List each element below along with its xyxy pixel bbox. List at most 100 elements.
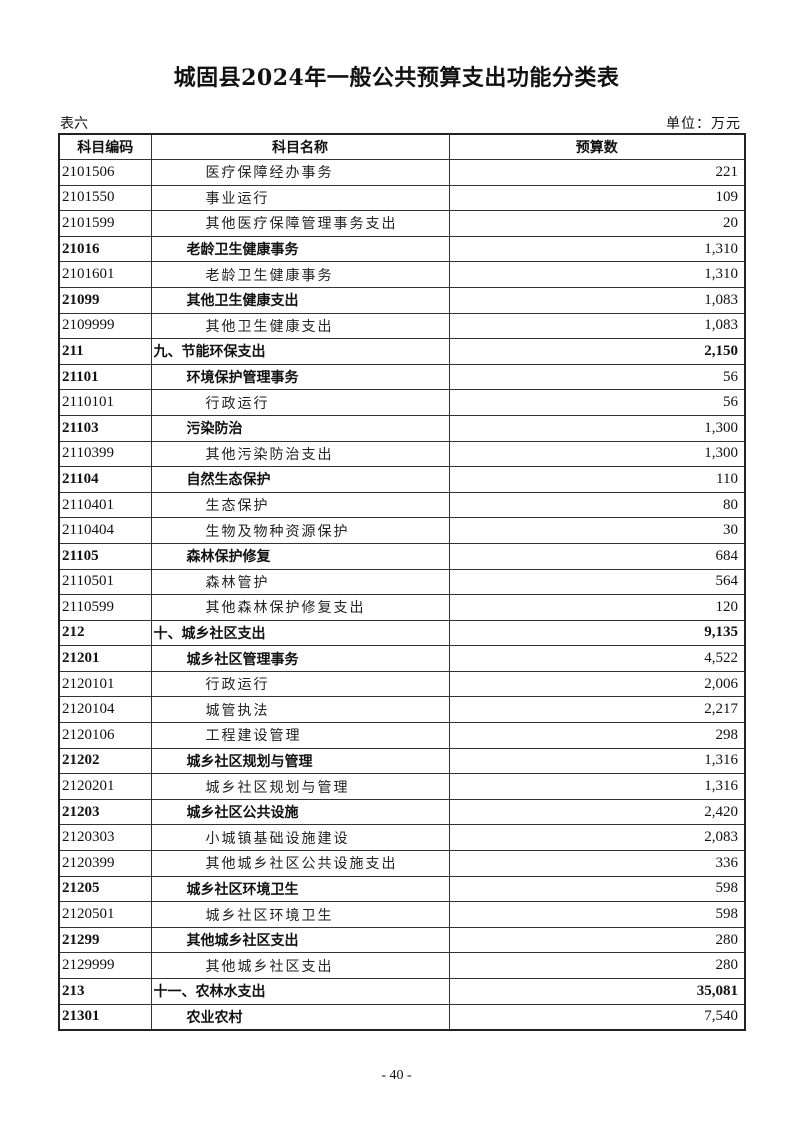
code-cell: 2110401: [58, 491, 152, 519]
table-row: 2110401 生态保护 80: [58, 491, 746, 519]
code-cell: 21299: [58, 926, 152, 954]
code-cell: 2120104: [58, 696, 152, 724]
budget-table: 科目编码 科目名称 预算数 2101506 医疗保障经办事务 221 2101550 事…: [58, 133, 746, 1032]
name-cell: 十一、农林水支出: [150, 978, 450, 1005]
table-row: 21201 城乡社区管理事务 4,522: [58, 645, 746, 672]
value-cell: 2,420: [448, 798, 746, 826]
value-cell: 30: [448, 517, 746, 544]
value-cell: 4,522: [448, 645, 746, 672]
value-cell: 35,081: [448, 978, 746, 1005]
code-cell: 2110399: [58, 440, 152, 468]
code-cell: 21202: [58, 747, 152, 775]
code-cell: 2109999: [58, 312, 152, 340]
value-cell: 221: [448, 159, 746, 186]
name-cell: 农业农村: [150, 1003, 450, 1031]
value-cell: 1,316: [448, 773, 746, 800]
table-number: 表六: [60, 116, 88, 132]
name-cell: 其他卫生健康支出: [150, 312, 450, 340]
value-cell: 2,217: [448, 696, 746, 724]
header-name: 科目名称: [150, 133, 450, 160]
table-row: 2101506 医疗保障经办事务 221: [58, 159, 746, 186]
table-row: 21016 老龄卫生健康事务 1,310: [58, 235, 746, 263]
value-cell: 1,310: [448, 235, 746, 263]
name-cell: 森林保护修复: [150, 542, 450, 570]
name-cell: 城乡社区规划与管理: [150, 773, 450, 800]
table-row: 21104 自然生态保护 110: [58, 466, 746, 493]
code-cell: 21201: [58, 645, 152, 672]
code-cell: 2101599: [58, 210, 152, 237]
name-cell: 城乡社区环境卫生: [150, 875, 450, 903]
name-cell: 其他污染防治支出: [150, 440, 450, 468]
table-header-row: 科目编码 科目名称 预算数: [58, 133, 746, 160]
name-cell: 老龄卫生健康事务: [150, 235, 450, 263]
code-cell: 21103: [58, 414, 152, 442]
name-cell: 生态保护: [150, 491, 450, 519]
value-cell: 2,006: [448, 670, 746, 698]
value-cell: 9,135: [448, 619, 746, 647]
table-row: 21105 森林保护修复 684: [58, 542, 746, 570]
name-cell: 其他卫生健康支出: [150, 286, 450, 314]
name-cell: 老龄卫生健康事务: [150, 261, 450, 288]
code-cell: 2120101: [58, 670, 152, 698]
name-cell: 其他城乡社区支出: [150, 926, 450, 954]
table-row: 2110501 森林管护 564: [58, 568, 746, 596]
table-row: 2110101 行政运行 56: [58, 389, 746, 416]
page-title: 城固县2024年一般公共预算支出功能分类表: [173, 65, 620, 91]
code-cell: 21104: [58, 466, 152, 493]
table-row: 21301 农业农村 7,540: [58, 1003, 746, 1031]
table-row: 2120201 城乡社区规划与管理 1,316: [58, 773, 746, 800]
code-cell: 2101550: [58, 184, 152, 212]
code-cell: 2120201: [58, 773, 152, 800]
unit-label: 单位：万元: [666, 116, 741, 132]
name-cell: 九、节能环保支出: [150, 338, 450, 365]
name-cell: 自然生态保护: [150, 466, 450, 493]
value-cell: 2,083: [448, 824, 746, 852]
table-row: 2110399 其他污染防治支出 1,300: [58, 440, 746, 468]
table-row: 2101550 事业运行 109: [58, 184, 746, 212]
code-cell: 2110404: [58, 517, 152, 544]
value-cell: 1,300: [448, 414, 746, 442]
code-cell: 2110501: [58, 568, 152, 596]
table-row: 2129999 其他城乡社区支出 280: [58, 952, 746, 979]
value-cell: 109: [448, 184, 746, 212]
code-cell: 2110599: [58, 594, 152, 621]
value-cell: 564: [448, 568, 746, 596]
table-row: 2110404 生物及物种资源保护 30: [58, 517, 746, 544]
table-row: 2101599 其他医疗保障管理事务支出 20: [58, 210, 746, 237]
table-row: 213 十一、农林水支出 35,081: [58, 978, 746, 1005]
value-cell: 80: [448, 491, 746, 519]
table-row: 21202 城乡社区规划与管理 1,316: [58, 747, 746, 775]
value-cell: 598: [448, 875, 746, 903]
value-cell: 1,300: [448, 440, 746, 468]
name-cell: 其他城乡社区支出: [150, 952, 450, 979]
value-cell: 1,310: [448, 261, 746, 288]
value-cell: 336: [448, 850, 746, 877]
code-cell: 21099: [58, 286, 152, 314]
name-cell: 医疗保障经办事务: [150, 159, 450, 186]
table-row: 2120501 城乡社区环境卫生 598: [58, 901, 746, 928]
name-cell: 环境保护管理事务: [150, 363, 450, 391]
value-cell: 120: [448, 594, 746, 621]
table-row: 2120104 城管执法 2,217: [58, 696, 746, 724]
code-cell: 2101601: [58, 261, 152, 288]
table-row: 21099 其他卫生健康支出 1,083: [58, 286, 746, 314]
code-cell: 21203: [58, 798, 152, 826]
code-cell: 21301: [58, 1003, 152, 1031]
name-cell: 城管执法: [150, 696, 450, 724]
code-cell: 2120399: [58, 850, 152, 877]
value-cell: 7,540: [448, 1003, 746, 1031]
name-cell: 十、城乡社区支出: [150, 619, 450, 647]
value-cell: 110: [448, 466, 746, 493]
name-cell: 城乡社区规划与管理: [150, 747, 450, 775]
table-row: 2120303 小城镇基础设施建设 2,083: [58, 824, 746, 852]
table-row: 212 十、城乡社区支出 9,135: [58, 619, 746, 647]
header-code: 科目编码: [58, 133, 152, 160]
value-cell: 684: [448, 542, 746, 570]
table-row: 2109999 其他卫生健康支出 1,083: [58, 312, 746, 340]
name-cell: 生物及物种资源保护: [150, 517, 450, 544]
code-cell: 2129999: [58, 952, 152, 979]
table-row: 2120399 其他城乡社区公共设施支出 336: [58, 850, 746, 877]
name-cell: 城乡社区管理事务: [150, 645, 450, 672]
code-cell: 21205: [58, 875, 152, 903]
code-cell: 2120303: [58, 824, 152, 852]
